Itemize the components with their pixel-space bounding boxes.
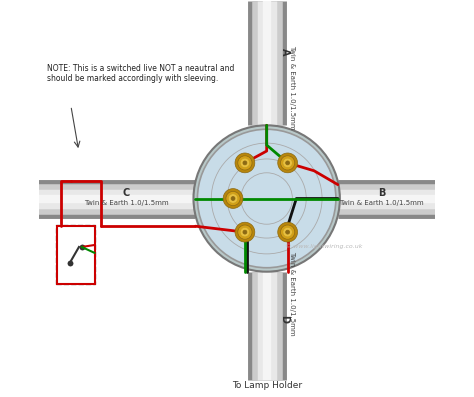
Text: Twin & Earth 1.0/1.5mm: Twin & Earth 1.0/1.5mm: [339, 200, 424, 206]
Circle shape: [193, 125, 340, 272]
Circle shape: [283, 227, 292, 237]
Circle shape: [278, 153, 298, 173]
Circle shape: [283, 158, 292, 168]
Circle shape: [281, 156, 295, 170]
Text: B: B: [378, 187, 385, 198]
Circle shape: [223, 189, 243, 208]
Text: NOTE: This is a switched live NOT a neautral and
should be marked accordingly wi: NOTE: This is a switched live NOT a neau…: [47, 64, 235, 83]
Circle shape: [243, 230, 247, 234]
Circle shape: [240, 227, 250, 237]
Circle shape: [235, 222, 255, 242]
Circle shape: [231, 197, 235, 200]
Text: © www.lightwiring.co.uk: © www.lightwiring.co.uk: [285, 243, 363, 249]
Circle shape: [286, 161, 290, 165]
Text: D: D: [280, 315, 290, 323]
Circle shape: [278, 222, 298, 242]
Circle shape: [281, 225, 295, 239]
Circle shape: [228, 194, 238, 203]
Circle shape: [226, 191, 240, 206]
Circle shape: [240, 158, 250, 168]
Text: Twin & Earth 1.0/1.5mm: Twin & Earth 1.0/1.5mm: [289, 45, 295, 130]
Circle shape: [198, 129, 336, 268]
Circle shape: [238, 225, 252, 239]
Circle shape: [238, 156, 252, 170]
Text: Twin & Earth 1.0/1.5mm: Twin & Earth 1.0/1.5mm: [289, 251, 295, 336]
Bar: [56, 225, 95, 284]
Text: Twin & Earth 1.0/1.5mm: Twin & Earth 1.0/1.5mm: [84, 200, 169, 206]
Circle shape: [286, 230, 290, 234]
Bar: [57, 226, 95, 283]
Text: To Lamp Holder: To Lamp Holder: [232, 382, 302, 390]
Circle shape: [243, 161, 247, 165]
Text: A: A: [280, 48, 290, 56]
Circle shape: [235, 153, 255, 173]
Text: C: C: [123, 187, 130, 198]
